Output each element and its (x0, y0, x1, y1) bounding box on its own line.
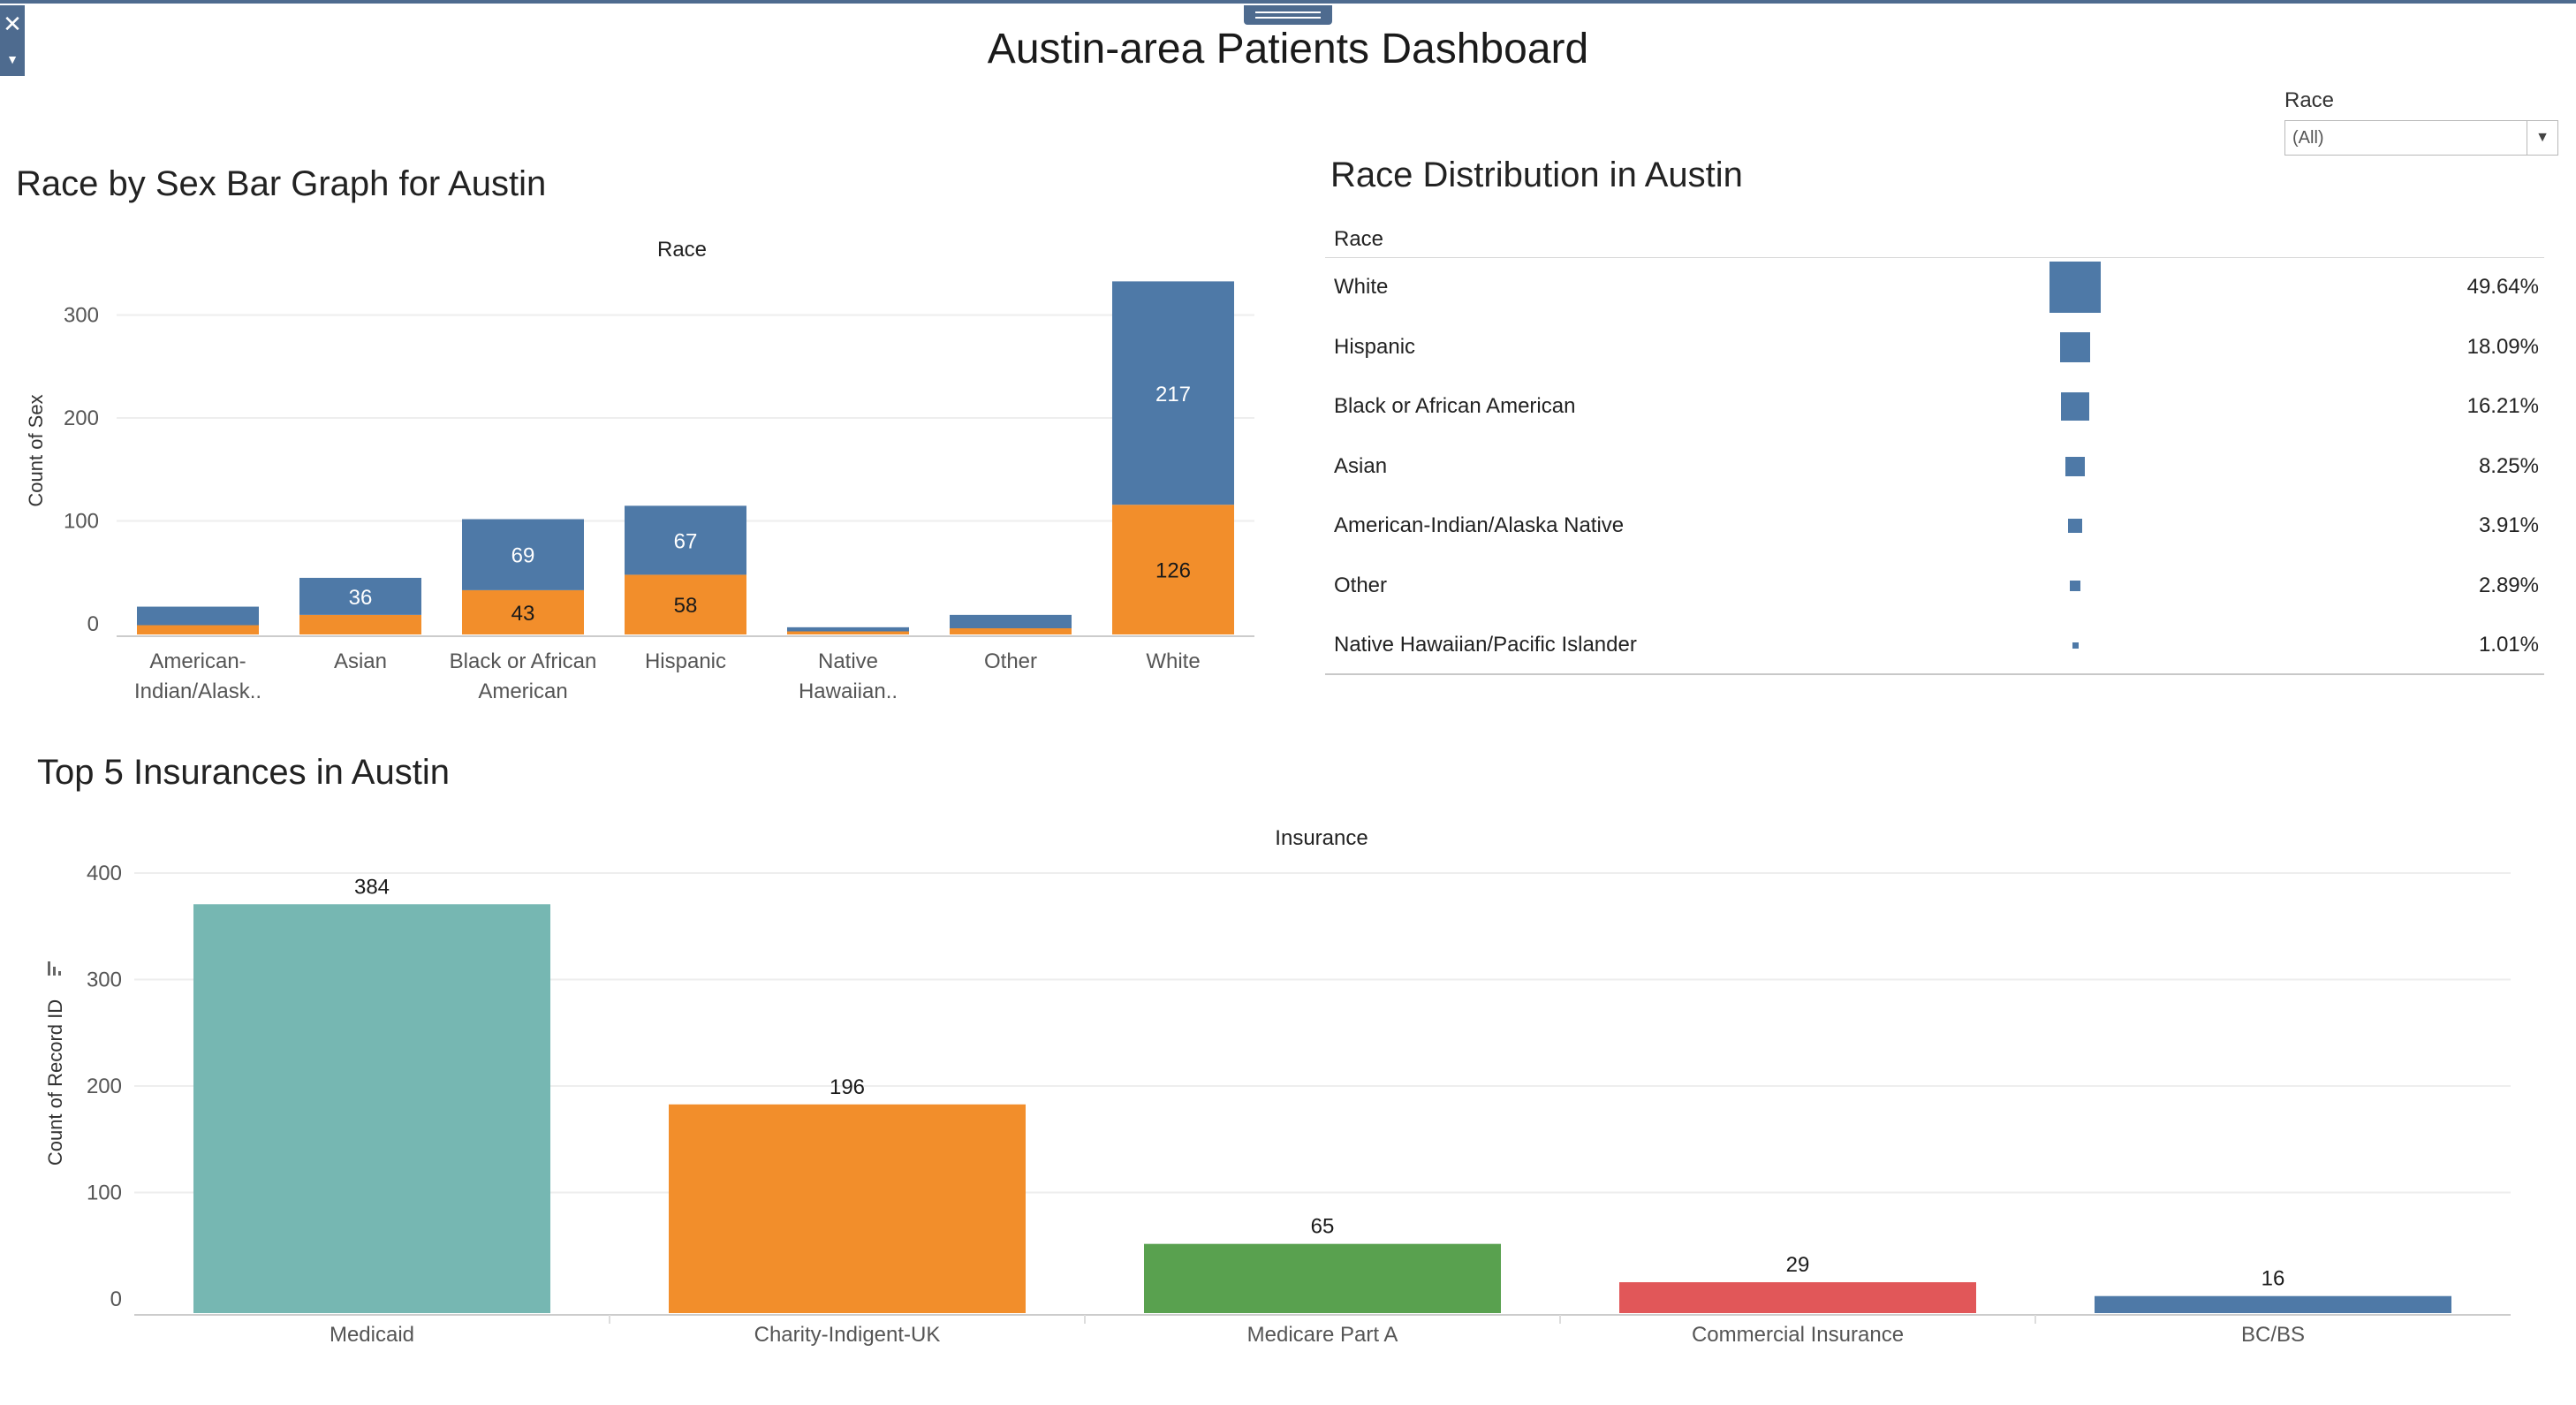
insurance-bar (1144, 1244, 1501, 1313)
y-tick-label: 400 (87, 862, 122, 885)
data-label: 196 (830, 1075, 865, 1099)
x-tick-label: Charity-Indigent-UK (754, 1323, 941, 1347)
sort-icon[interactable] (48, 961, 61, 976)
data-label: 16 (2262, 1267, 2285, 1291)
insurance-bar (2095, 1296, 2451, 1313)
x-tick-label: Commercial Insurance (1692, 1323, 1904, 1347)
insurance-y-axis-title: Count of Record ID (44, 999, 66, 1166)
data-label: 29 (1786, 1253, 1810, 1277)
y-tick-label: 300 (87, 968, 122, 992)
y-tick-label: 200 (87, 1075, 122, 1098)
insurance-bar (669, 1105, 1026, 1313)
data-label: 65 (1311, 1215, 1335, 1239)
insurance-bar (1619, 1282, 1976, 1313)
x-tick-label: BC/BS (2241, 1323, 2305, 1347)
x-tick-label: Medicare Part A (1247, 1323, 1398, 1347)
y-tick-label: 100 (87, 1181, 122, 1205)
insurance-column-header: Insurance (1275, 826, 1368, 850)
y-tick-label: 0 (110, 1287, 122, 1311)
insurance-bar (193, 904, 550, 1313)
data-label: 384 (354, 875, 390, 899)
x-tick-label: Medicaid (330, 1323, 414, 1347)
